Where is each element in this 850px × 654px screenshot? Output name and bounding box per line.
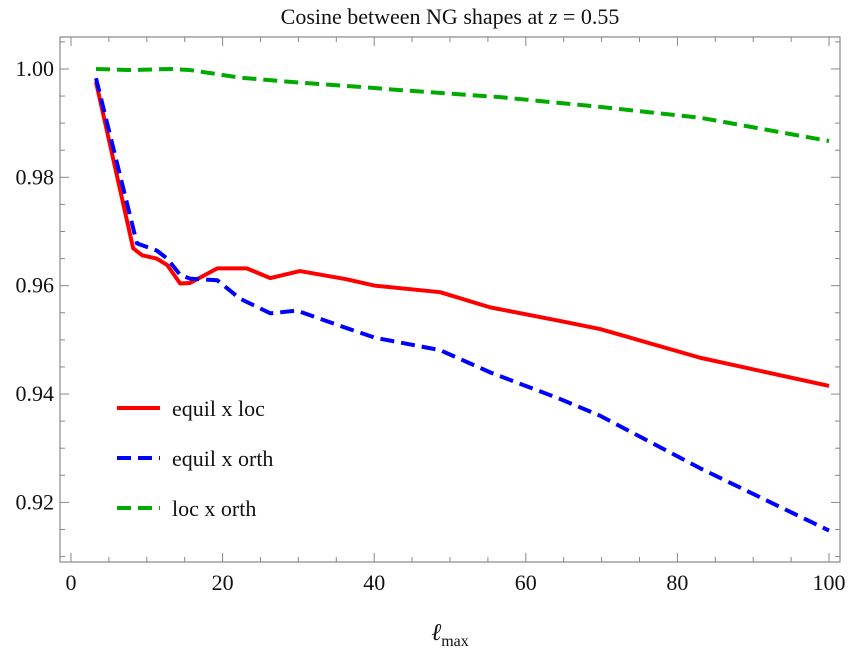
title-text: Cosine between NG shapes at xyxy=(281,4,549,29)
x-axis-label: ℓmax xyxy=(431,620,469,649)
series-line-loc-x-orth xyxy=(95,66,830,143)
x-tick-label: 0 xyxy=(65,570,76,595)
y-tick-label: 0.94 xyxy=(16,381,55,406)
y-tick-label: 0.98 xyxy=(16,164,55,189)
y-tick-label: 1.00 xyxy=(16,56,55,81)
y-tick-label: 0.96 xyxy=(16,273,55,298)
legend-label: loc x orth xyxy=(172,496,256,521)
x-tick-label: 40 xyxy=(363,570,385,595)
axis-ticks: 0 20 40 60 80 100 0.92 0.94 0.96 0.98 1.00 xyxy=(16,37,846,595)
xlabel-symbol: ℓ xyxy=(431,620,441,646)
x-tick-label: 20 xyxy=(212,570,234,595)
series-lines xyxy=(94,66,830,533)
plot-frame xyxy=(59,36,841,563)
xlabel-subscript: max xyxy=(441,633,469,649)
x-tick-label: 80 xyxy=(666,570,688,595)
chart-title: Cosine between NG shapes at z = 0.55 xyxy=(281,4,620,29)
x-tick-label: 60 xyxy=(515,570,537,595)
legend-label: equil x loc xyxy=(172,396,265,421)
series-line-equil-x-loc xyxy=(94,81,830,388)
legend-label: equil x orth xyxy=(172,446,273,471)
title-text: = 0.55 xyxy=(557,4,619,29)
series-line-equil-x-orth xyxy=(94,77,830,533)
y-tick-label: 0.92 xyxy=(16,489,55,514)
title-variable: z xyxy=(548,4,558,29)
x-tick-label: 100 xyxy=(813,570,846,595)
legend: equil x loc equil x orth loc x orth xyxy=(117,396,273,521)
